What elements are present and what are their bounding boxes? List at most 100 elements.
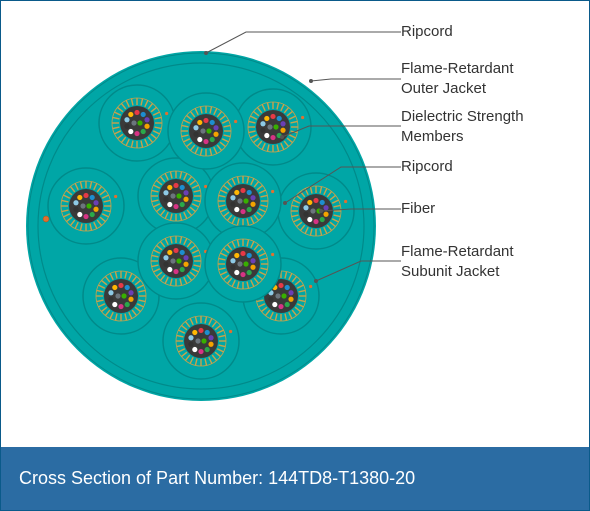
subunit-ripcord: [165, 112, 168, 115]
subunit: [235, 89, 311, 165]
fiber-dot: [128, 290, 133, 295]
fiber-dot: [272, 302, 277, 307]
fiber-dot: [112, 285, 117, 290]
fiber-dot: [240, 188, 245, 193]
fiber-dot: [173, 183, 178, 188]
fiber-dot: [128, 112, 133, 117]
fiber-dot: [268, 297, 273, 302]
fiber-dot: [188, 335, 193, 340]
fiber-dot: [205, 347, 210, 352]
subunit-ripcord: [229, 330, 232, 333]
fiber-dot: [163, 190, 168, 195]
leader-end-dot: [283, 201, 287, 205]
leader-end-dot: [280, 135, 284, 139]
fiber-dot: [307, 217, 312, 222]
fiber-dot: [206, 128, 211, 133]
fiber-dot: [125, 285, 130, 290]
caption-bar: Cross Section of Part Number: 144TD8-T13…: [1, 447, 589, 510]
fiber-dot: [193, 132, 198, 137]
subunit-ripcord: [271, 253, 274, 256]
fiber-dot: [86, 203, 91, 208]
fiber-dot: [250, 195, 255, 200]
leader-end-dot: [319, 209, 323, 213]
fiber-dot: [288, 290, 293, 295]
fiber-dot: [260, 121, 265, 126]
fiber-dot: [124, 124, 129, 129]
fiber-dot: [176, 258, 181, 263]
fiber-dot: [134, 131, 139, 136]
fiber-dot: [234, 253, 239, 258]
fiber-dot: [270, 135, 275, 140]
fiber-dot: [234, 190, 239, 195]
fiber-dot: [277, 116, 282, 121]
fiber-dot: [173, 269, 178, 274]
fiber-dot: [170, 193, 175, 198]
fiber-dot: [128, 129, 133, 134]
fiber-dot: [201, 338, 206, 343]
fiber-dot: [93, 207, 98, 212]
fiber-dot: [205, 330, 210, 335]
fiber-dot: [203, 118, 208, 123]
fiber-dot: [275, 293, 280, 298]
fiber-dot: [167, 185, 172, 190]
subunit: [163, 303, 239, 379]
fiber-dot: [280, 121, 285, 126]
subunit-ripcord: [301, 116, 304, 119]
fiber-dot: [234, 270, 239, 275]
fiber-dot: [128, 297, 133, 302]
caption-text: Cross Section of Part Number: 144TD8-T13…: [19, 468, 415, 489]
subunit: [138, 223, 214, 299]
fiber-dot: [163, 255, 168, 260]
fiber-dot: [203, 139, 208, 144]
fiber-dot: [247, 253, 252, 258]
fiber-dot: [280, 128, 285, 133]
ripcord-outer-dot: [43, 216, 49, 222]
fiber-dot: [230, 202, 235, 207]
fiber-dot: [121, 293, 126, 298]
fiber-dot: [173, 248, 178, 253]
fiber-dot: [243, 261, 248, 266]
fiber-dot: [247, 270, 252, 275]
label-text: Flame-Retardant: [401, 60, 514, 77]
fiber-dot: [193, 125, 198, 130]
fiber-dot: [163, 197, 168, 202]
fiber-dot: [188, 342, 193, 347]
fiber-dot: [243, 198, 248, 203]
fiber-dot: [210, 137, 215, 142]
fiber-dot: [303, 212, 308, 217]
fiber-dot: [198, 328, 203, 333]
fiber-dot: [163, 262, 168, 267]
fiber-dot: [80, 203, 85, 208]
cable-cross-section-svg: RipcordFlame-RetardantOuter JacketDielec…: [1, 1, 590, 449]
fiber-dot: [240, 209, 245, 214]
fiber-dot: [323, 205, 328, 210]
fiber-dot: [180, 267, 185, 272]
fiber-dot: [83, 193, 88, 198]
fiber-dot: [183, 262, 188, 267]
fiber-dot: [176, 193, 181, 198]
fiber-dot: [90, 212, 95, 217]
subunit: [99, 85, 175, 161]
fiber-dot: [73, 207, 78, 212]
fiber-dot: [77, 195, 82, 200]
fiber-dot: [210, 120, 215, 125]
fiber-dot: [237, 198, 242, 203]
fiber-dot: [247, 190, 252, 195]
fiber-dot: [313, 198, 318, 203]
fiber-dot: [141, 129, 146, 134]
fiber-dot: [320, 217, 325, 222]
leader-end-dot: [204, 51, 208, 55]
fiber-dot: [237, 261, 242, 266]
subunit: [168, 93, 244, 169]
fiber-dot: [267, 124, 272, 129]
subunit: [48, 168, 124, 244]
label-text: Ripcord: [401, 158, 453, 175]
subunit-ripcord: [234, 120, 237, 123]
fiber-dot: [112, 302, 117, 307]
fiber-dot: [230, 258, 235, 263]
label-text: Flame-Retardant: [401, 243, 514, 260]
subunit-ripcord: [309, 285, 312, 288]
fiber-dot: [90, 195, 95, 200]
fiber-dot: [288, 297, 293, 302]
label-text: Subunit Jacket: [401, 263, 500, 280]
